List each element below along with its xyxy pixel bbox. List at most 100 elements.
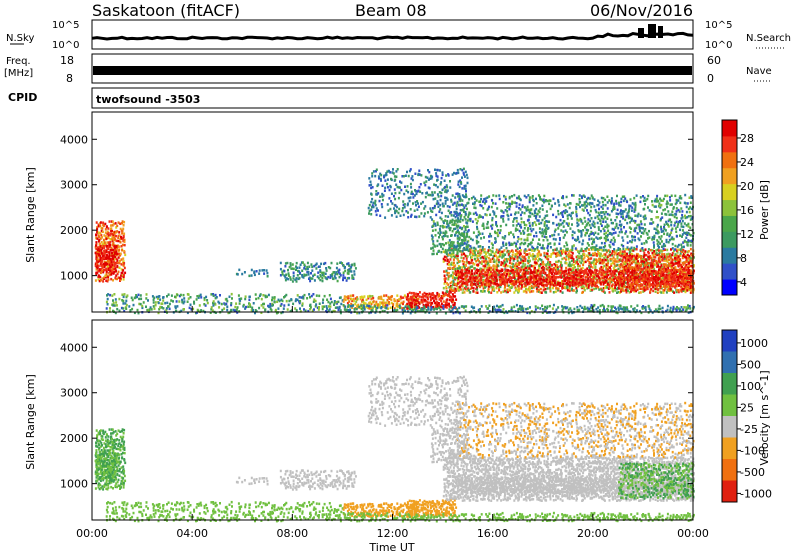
- power-cell: [608, 291, 611, 294]
- power-cell: [445, 306, 448, 309]
- power-cell: [99, 232, 102, 235]
- power-cell: [626, 252, 628, 256]
- power-cell: [392, 303, 395, 306]
- power-cell: [580, 235, 583, 238]
- power-cell: [465, 280, 468, 284]
- power-cell: [602, 290, 605, 293]
- power-cell: [118, 245, 121, 248]
- power-cell: [292, 267, 295, 271]
- power-cell: [445, 304, 448, 308]
- power-cell: [643, 217, 646, 221]
- power-cell: [522, 268, 525, 271]
- power-cell: [536, 269, 539, 272]
- power-cell: [545, 274, 548, 277]
- power-cell: [485, 213, 488, 217]
- power-cell: [464, 276, 467, 280]
- power-cell: [580, 261, 583, 265]
- power-cell: [249, 303, 251, 306]
- power-cell: [633, 196, 636, 200]
- power-cell: [308, 293, 311, 296]
- power-cell: [525, 281, 528, 284]
- power-cell: [491, 243, 494, 247]
- power-cell: [490, 253, 493, 256]
- power-cell: [583, 195, 586, 198]
- power-cell: [480, 272, 483, 275]
- power-cell: [519, 258, 522, 261]
- power-cell: [520, 268, 522, 272]
- power-cell: [521, 267, 524, 271]
- power-cell: [501, 279, 504, 282]
- power-cell: [100, 279, 102, 282]
- power-cell: [319, 273, 322, 277]
- power-cell: [467, 287, 469, 290]
- power-cell: [334, 276, 337, 280]
- power-cell: [365, 298, 368, 302]
- power-cell: [104, 222, 107, 226]
- power-cell: [456, 254, 459, 258]
- power-cell: [558, 242, 561, 245]
- power-cell: [546, 263, 549, 266]
- power-cell: [543, 194, 546, 198]
- power-cell: [516, 288, 519, 292]
- power-cell: [205, 295, 208, 299]
- power-cell: [526, 276, 529, 279]
- power-cell: [531, 212, 534, 216]
- power-cell: [125, 307, 128, 310]
- power-cell: [510, 269, 513, 273]
- power-cell: [662, 282, 665, 285]
- power-cell: [351, 299, 354, 303]
- power-cell: [482, 289, 485, 292]
- power-cell: [629, 240, 631, 243]
- power-cell: [648, 265, 650, 268]
- power-cell: [552, 237, 555, 241]
- power-cell: [579, 271, 582, 274]
- power-cell: [488, 285, 491, 288]
- power-cell: [107, 241, 110, 244]
- power-cell: [284, 265, 287, 268]
- power-cell: [610, 262, 613, 266]
- power-cell: [648, 275, 650, 278]
- power-cell: [642, 276, 645, 280]
- power-cell: [120, 237, 123, 240]
- power-cell: [314, 299, 317, 303]
- power-cell: [450, 280, 453, 284]
- power-cell: [454, 295, 457, 298]
- power-cell: [517, 197, 520, 200]
- power-cell: [393, 307, 396, 310]
- power-cell: [482, 264, 485, 268]
- power-cell: [606, 223, 609, 226]
- power-cell: [549, 199, 552, 202]
- power-cell: [359, 296, 362, 299]
- power-cell: [566, 217, 569, 220]
- power-cell: [602, 249, 605, 252]
- power-cell: [659, 268, 662, 271]
- power-cell: [538, 227, 541, 230]
- power-cell: [629, 221, 632, 224]
- power-cell: [529, 248, 532, 251]
- power-cell: [97, 248, 100, 251]
- power-cell: [561, 285, 564, 288]
- power-cell: [454, 278, 457, 281]
- power-cell: [643, 207, 646, 211]
- power-cell: [487, 261, 490, 264]
- power-cell: [579, 205, 581, 209]
- power-cell: [421, 293, 424, 296]
- power-cell: [108, 259, 111, 263]
- power-cell: [117, 250, 120, 253]
- power-cell: [572, 268, 575, 272]
- power-cell: [459, 199, 462, 203]
- power-cell: [463, 234, 465, 237]
- power-cell: [469, 261, 472, 265]
- power-cell: [99, 258, 102, 261]
- power-cell: [550, 280, 553, 284]
- power-cell: [447, 267, 450, 270]
- power-cell: [485, 277, 488, 280]
- power-cell: [522, 270, 525, 273]
- power-cell: [102, 280, 105, 283]
- power-cell: [546, 252, 549, 256]
- power-cell: [535, 234, 538, 238]
- power-cell: [523, 206, 526, 209]
- power-cell: [463, 265, 465, 268]
- power-cell: [586, 267, 589, 270]
- power-cell: [375, 307, 377, 310]
